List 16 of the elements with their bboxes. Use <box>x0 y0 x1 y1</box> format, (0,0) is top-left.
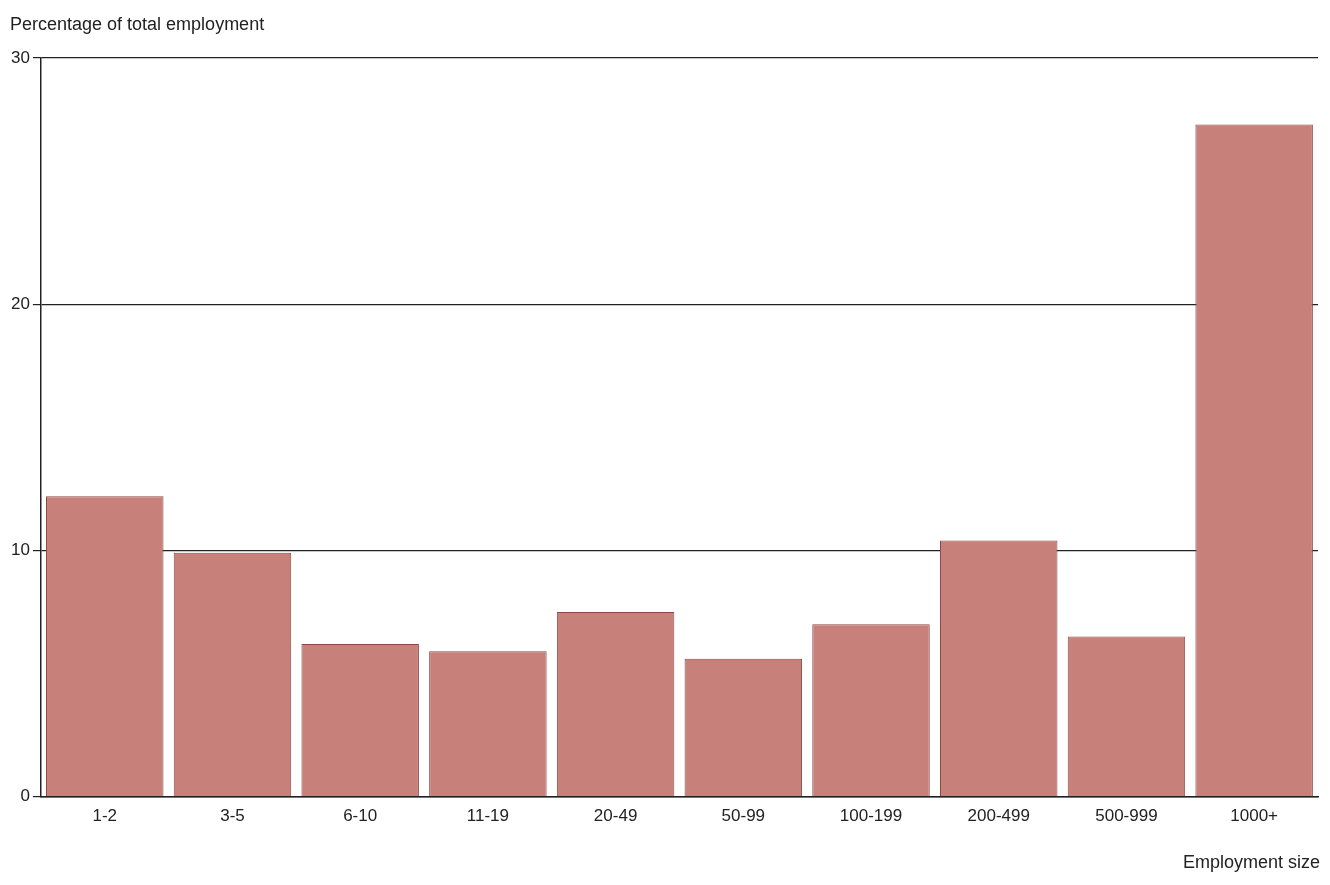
x-tick-label: 100-199 <box>839 806 903 826</box>
y-axis-title: Percentage of total employment <box>10 14 265 35</box>
x-tick-label: 3-5 <box>220 806 245 826</box>
y-tick-label: 0 <box>20 786 30 806</box>
x-tick-label: 20-49 <box>593 806 638 826</box>
x-tick-label: 6-10 <box>343 806 378 826</box>
x-tick-label: 1-2 <box>92 806 118 826</box>
y-tick-label: 30 <box>10 47 30 67</box>
x-axis-title: Employment size <box>1182 852 1320 873</box>
y-tick-label: 10 <box>10 540 30 560</box>
x-tick-label: 500-999 <box>1095 806 1158 826</box>
x-tick-label: 200-499 <box>967 806 1030 826</box>
y-tick-label: 20 <box>10 293 30 313</box>
x-tick-label: 50-99 <box>721 806 766 826</box>
x-tick-label: 1000+ <box>1230 806 1279 826</box>
x-tick-label: 11-19 <box>466 806 509 826</box>
